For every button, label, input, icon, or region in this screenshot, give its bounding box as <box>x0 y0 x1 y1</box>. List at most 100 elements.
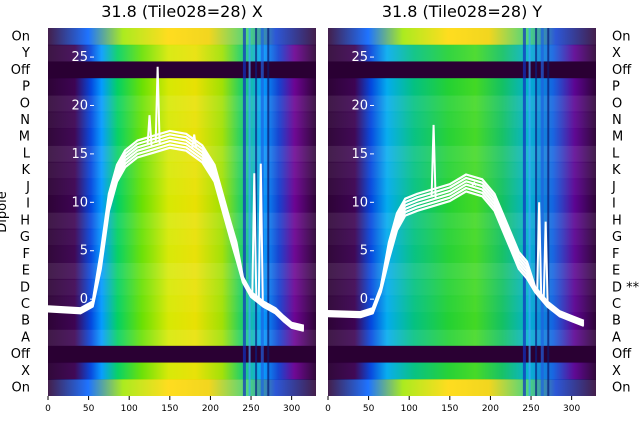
heatmap-row <box>48 245 316 263</box>
row-label: I <box>612 197 616 212</box>
row-label: M <box>19 130 30 145</box>
heatmap-row <box>328 78 596 96</box>
heatmap-row <box>328 61 596 79</box>
row-label: N <box>612 113 622 128</box>
row-label: P <box>612 80 620 95</box>
row-label: On <box>12 381 30 396</box>
heatmap-row <box>48 228 316 247</box>
heatmap-streak <box>547 28 550 396</box>
heatmap-row <box>48 161 316 180</box>
row-label: A <box>612 330 621 345</box>
panel-y: 31.8 (Tile028=28) Y On X Off PONMLKJIHGFED … <box>325 2 640 414</box>
y-tick-label: 25 <box>351 50 368 65</box>
heatmap-row <box>328 278 596 297</box>
x-tick-label: 50 <box>363 404 375 414</box>
row-label: D ** <box>612 280 640 295</box>
x-tick-label: 100 <box>121 404 138 414</box>
x-tick-label: 300 <box>283 404 300 414</box>
heatmap-row <box>48 362 316 380</box>
heatmap-row <box>48 278 316 297</box>
heatmap-streak <box>522 28 526 396</box>
row-label: On <box>612 381 630 396</box>
y-axis-label: Dipole <box>0 191 10 232</box>
y-tick-label: 10 <box>351 195 368 210</box>
trace-spike <box>536 202 543 295</box>
heatmap-row <box>328 362 596 380</box>
heatmap-row <box>48 44 316 63</box>
panel-x-heatmap <box>48 28 316 396</box>
y-tick-label: 20 <box>71 98 88 113</box>
panel-y-overlay-lines <box>328 124 585 327</box>
row-label: P <box>22 80 30 95</box>
row-label: Off <box>11 347 31 362</box>
heatmap-row <box>48 329 316 347</box>
heatmap-row <box>328 28 596 46</box>
panel-y-y-ticks: 0 5 10 15 20 25 <box>351 50 374 307</box>
row-label: I <box>26 197 30 212</box>
row-label: L <box>612 146 620 161</box>
panel-x-x-ticks: 0 50 100 150 200 250 300 <box>45 396 300 414</box>
row-label: C <box>21 297 30 312</box>
row-label: O <box>612 96 622 111</box>
x-tick-label: 0 <box>45 404 51 414</box>
row-label: G <box>612 230 622 245</box>
row-label: X <box>612 364 621 379</box>
panel-x: 31.8 (Tile028=28) X On Y Off PONMLKJIHGFEDC… <box>11 2 316 414</box>
trace-spike <box>430 124 437 198</box>
row-label: N <box>20 113 30 128</box>
row-label: A <box>21 330 30 345</box>
row-label: G <box>20 230 30 245</box>
row-label: D <box>20 280 30 295</box>
y-tick-label: 0 <box>360 292 368 307</box>
heatmap-row <box>328 345 596 364</box>
y-tick-label: 25 <box>71 50 88 65</box>
row-label: On <box>12 29 30 44</box>
y-tick-label: 5 <box>360 244 368 259</box>
row-label: F <box>23 247 30 262</box>
trace-spike <box>251 173 258 297</box>
heatmap-streak <box>535 28 538 396</box>
y-tick-label: 15 <box>71 147 88 162</box>
heatmap-row <box>328 44 596 63</box>
trace-spike <box>257 163 264 303</box>
heatmap-row <box>48 61 316 79</box>
heatmap-row <box>328 329 596 347</box>
heatmap-row <box>48 78 316 96</box>
heatmap-row <box>328 94 596 113</box>
heatmap-row <box>328 195 596 213</box>
y-tick-label: 5 <box>80 244 88 259</box>
y-tick-label: 10 <box>71 195 88 210</box>
row-label: Off <box>612 63 632 78</box>
row-label: X <box>21 364 30 379</box>
heatmap-row <box>328 228 596 247</box>
row-label: J <box>25 180 30 195</box>
row-label: B <box>612 314 621 329</box>
row-label: K <box>21 163 30 178</box>
heatmap-row <box>328 245 596 263</box>
panel-x-y-ticks: 0 5 10 15 20 25 <box>71 50 94 307</box>
row-label: J <box>611 180 616 195</box>
row-label: M <box>612 130 623 145</box>
x-tick-label: 150 <box>441 404 458 414</box>
heatmap-row <box>48 195 316 213</box>
x-tick-label: 200 <box>482 404 499 414</box>
panel-x-overlay-lines <box>48 66 305 332</box>
heatmap-streak <box>540 28 544 396</box>
row-label: H <box>612 213 622 228</box>
row-label: F <box>612 247 619 262</box>
panel-y-x-ticks: 0 50 100 150 200 250 300 <box>325 396 580 414</box>
heatmap-row <box>48 28 316 46</box>
x-tick-label: 300 <box>563 404 580 414</box>
row-label: C <box>612 297 621 312</box>
trace-spike <box>191 134 198 149</box>
heatmap-row <box>48 111 316 129</box>
heatmap-row <box>328 111 596 129</box>
x-tick-label: 100 <box>401 404 418 414</box>
x-tick-label: 0 <box>325 404 331 414</box>
row-label: E <box>612 264 620 279</box>
row-label: H <box>20 213 30 228</box>
row-label: X <box>612 46 621 61</box>
heatmap-row <box>48 94 316 113</box>
